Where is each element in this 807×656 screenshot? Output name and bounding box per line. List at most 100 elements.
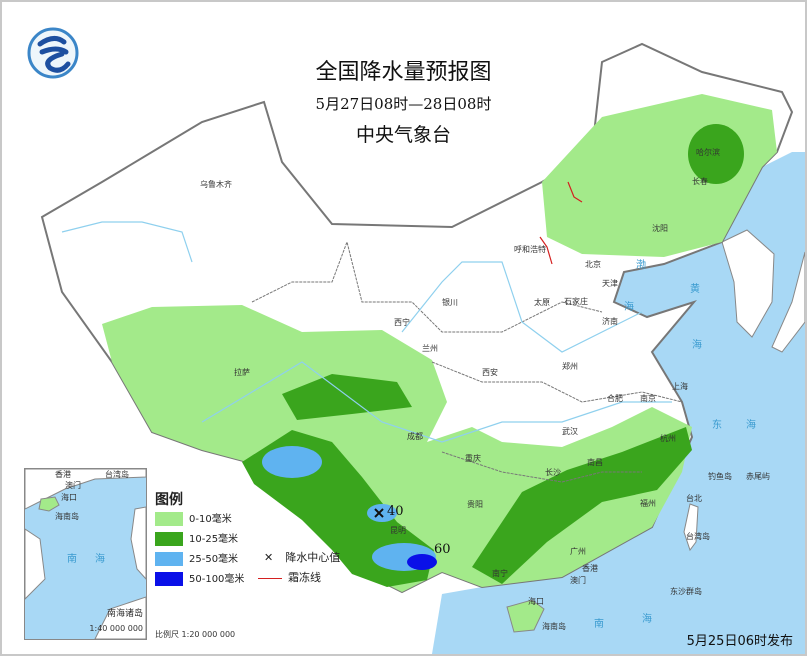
forecast-period: 5月27日08时—28日08时: [315, 95, 492, 113]
city-label: 哈尔滨: [696, 148, 720, 157]
province-border: [431, 361, 683, 403]
city-label: 成都: [407, 432, 423, 441]
city-label: 南昌: [587, 458, 603, 467]
south-china-sea-inset: 香港 台湾岛 澳门 海口 海南岛 南 海 南海诸岛 1:40 000 000: [24, 468, 147, 640]
precip-10-25-southeast-band: [472, 427, 692, 584]
japan: [771, 251, 805, 353]
city-label: 兰州: [422, 344, 438, 353]
legend-swatch: [155, 572, 183, 586]
legend-swatch: [155, 512, 183, 526]
legend-symbol-label: 霜冻线: [288, 571, 321, 584]
page-title: 全国降水量预报图: [315, 60, 492, 85]
inset-scale: 1:40 000 000: [89, 624, 143, 633]
legend-symbol-center: ✕ 降水中心值: [258, 549, 340, 565]
precip-25-50-tibet: [262, 446, 322, 478]
inset-label: 海: [95, 554, 105, 565]
inset-title: 南海诸岛: [106, 609, 143, 619]
city-label: 南京: [640, 394, 656, 403]
inset-hainan: [38, 496, 60, 512]
precip-50-100-south-yunnan: [407, 554, 437, 570]
city-label: 东沙群岛: [670, 587, 702, 596]
x-mark-icon: ✕: [264, 551, 274, 564]
precip-10-25-harbin: [688, 124, 744, 184]
legend-item: 25-50毫米: [155, 552, 238, 568]
taiwan-island: [683, 503, 699, 552]
city-label: 西宁: [394, 318, 410, 327]
province-border: [441, 451, 642, 483]
frost-line: [539, 236, 553, 265]
city-label: 香港: [582, 564, 598, 573]
city-label: 杭州: [660, 434, 676, 443]
inset-vietnam: [25, 528, 46, 600]
agency-name: 中央气象台: [355, 124, 451, 146]
city-label: 拉萨: [234, 368, 250, 377]
legend-title: 图例: [155, 492, 183, 508]
city-label: 台北: [686, 494, 702, 503]
city-label: 海口: [528, 597, 544, 606]
precip-center-value: 40: [387, 504, 404, 519]
cma-logo: [27, 27, 79, 79]
city-label: 合肥: [607, 394, 623, 403]
inset-label: 台湾岛: [105, 470, 129, 479]
precip-10-25-tibet: [282, 374, 412, 420]
city-label: 武汉: [562, 427, 578, 436]
city-label: 贵阳: [467, 500, 483, 509]
legend-label: 10-25毫米: [189, 534, 239, 545]
hainan-island: [506, 599, 545, 633]
legend-item: 0-10毫米: [155, 512, 232, 528]
inset-philippines: [130, 506, 146, 580]
city-label: 济南: [602, 317, 618, 326]
city-label: 太原: [534, 298, 550, 307]
inset-label: 南: [67, 554, 77, 565]
sea-label: 渤: [636, 260, 646, 271]
city-label: 天津: [602, 279, 618, 288]
city-label: 长沙: [545, 468, 561, 477]
city-label: 北京: [585, 260, 601, 269]
legend-label: 25-50毫米: [189, 554, 239, 565]
inset-label: 海南岛: [55, 512, 79, 521]
city-label: 钓鱼岛: [708, 472, 732, 481]
city-label: 西安: [482, 368, 498, 377]
city-label: 长春: [692, 177, 708, 186]
city-label: 福州: [640, 499, 656, 508]
korea-peninsula: [721, 229, 775, 338]
city-label: 呼和浩特: [514, 245, 546, 254]
inset-label: 海口: [61, 493, 77, 502]
precip-center-value: 60: [434, 542, 451, 557]
sea-label: 海: [642, 614, 652, 625]
city-label: 上海: [672, 382, 688, 391]
issue-time: 5月25日06时发布: [686, 634, 793, 649]
city-label: 赤尾屿: [746, 472, 770, 481]
city-label: 海南岛: [542, 622, 566, 631]
city-label: 重庆: [465, 454, 481, 463]
city-label: 昆明: [390, 526, 406, 535]
sea-label: 海: [746, 420, 756, 431]
inset-borneo: [94, 596, 146, 639]
precip-center-marker: [374, 508, 384, 518]
city-label: 石家庄: [564, 297, 588, 306]
city-label: 郑州: [562, 362, 578, 371]
legend-item: 50-100毫米: [155, 572, 244, 588]
inset-mainland: [25, 469, 146, 510]
frost-line: [567, 181, 583, 203]
sea-label: 海: [692, 340, 702, 351]
river-tarim: [61, 221, 193, 263]
map-scale: 比例尺 1:20 000 000: [155, 630, 236, 639]
sea-label: 海: [624, 302, 634, 313]
legend-swatch: [155, 532, 183, 546]
city-label: 台湾岛: [686, 532, 710, 541]
city-label: 银川: [442, 298, 458, 307]
city-label: 澳门: [570, 576, 586, 585]
sea-label: 东: [712, 420, 722, 431]
city-label: 沈阳: [652, 224, 668, 233]
province-border: [251, 240, 603, 333]
city-label: 南宁: [492, 569, 508, 578]
legend-item: 10-25毫米: [155, 532, 238, 548]
city-label: 乌鲁木齐: [200, 180, 232, 189]
legend-symbol-frost: 霜冻线: [258, 569, 321, 585]
legend-label: 50-100毫米: [189, 574, 245, 585]
sea-area: [432, 152, 805, 654]
legend-symbol-label: 降水中心值: [285, 551, 341, 564]
city-label: 广州: [570, 547, 586, 556]
